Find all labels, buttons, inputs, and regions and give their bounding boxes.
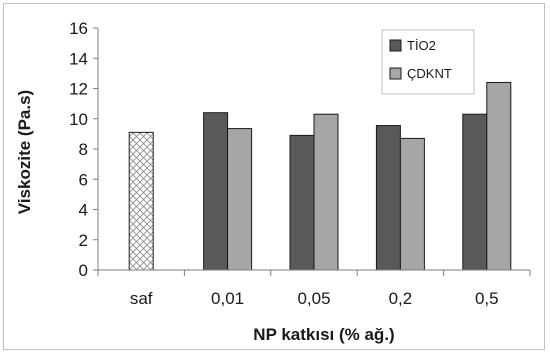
x-tick-label: 0,01	[211, 289, 244, 308]
bar-cdknt-4	[486, 81, 512, 271]
bar-tio2-4	[462, 113, 488, 271]
legend-swatch-tio2	[389, 39, 402, 52]
legend: TİO2 ÇDKNT	[381, 29, 475, 95]
legend-label-tio2: TİO2	[407, 38, 436, 53]
y-tick-label: 14	[69, 49, 88, 68]
x-tick-label: 0,2	[389, 289, 413, 308]
x-tick-label: 0,5	[475, 289, 499, 308]
y-tick-labels: 0 2 4 6 8 10 12 14 16	[69, 19, 88, 280]
y-tick-label: 4	[79, 201, 88, 220]
y-tick-label: 6	[79, 170, 88, 189]
y-tick-label: 12	[69, 80, 88, 99]
legend-swatch-cdknt	[389, 67, 402, 80]
axes-group	[93, 27, 531, 276]
bar-tio2-3	[375, 125, 401, 271]
bar-saf-0	[128, 131, 154, 271]
x-axis-title: NP katkısı (% ağ.)	[253, 325, 394, 344]
y-tick-label: 16	[69, 19, 88, 38]
bar-cdknt-1	[227, 128, 253, 271]
legend-label-cdknt: ÇDKNT	[407, 66, 452, 81]
bar-cdknt-3	[399, 137, 425, 271]
y-axis-title: Viskozite (Pa.s)	[15, 90, 34, 214]
bar-tio2-1	[203, 112, 229, 271]
bar-tio2-2	[289, 134, 315, 271]
y-tick-label: 10	[69, 110, 88, 129]
y-tick-label: 0	[79, 261, 88, 280]
y-tick-label: 8	[79, 140, 88, 159]
x-tick-labels: saf 0,01 0,05 0,2 0,5	[130, 289, 499, 308]
x-tick-label: saf	[130, 289, 153, 308]
x-tick-label: 0,05	[297, 289, 330, 308]
bar-cdknt-2	[313, 113, 339, 271]
bars-group	[128, 81, 512, 271]
y-tick-label: 2	[79, 231, 88, 250]
